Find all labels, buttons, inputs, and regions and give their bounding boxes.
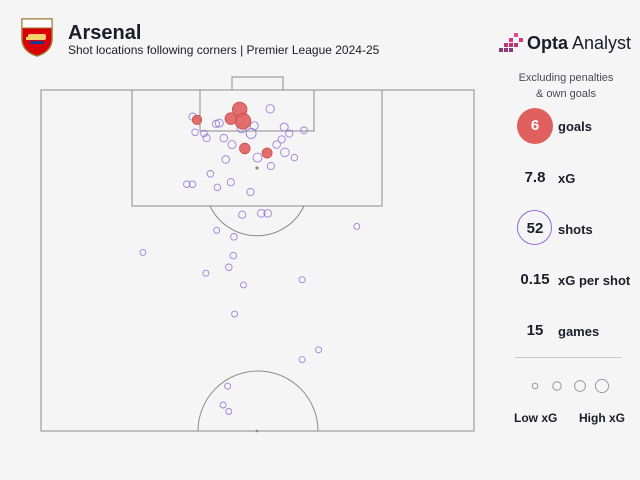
shot-point	[219, 133, 229, 143]
shot-point	[277, 135, 286, 144]
shot-point	[315, 346, 323, 354]
pitch-chart	[40, 76, 475, 433]
shots-value: 52	[526, 220, 544, 237]
shot-point	[139, 248, 147, 256]
page-title: Arsenal	[68, 22, 142, 44]
shot-point	[240, 281, 247, 289]
shot-point	[238, 210, 247, 219]
shot-point	[183, 180, 191, 188]
shot-point	[230, 233, 238, 241]
legend-circle-xs	[531, 382, 539, 390]
legend-high-label: High xG	[579, 411, 626, 425]
shots-badge	[517, 210, 552, 245]
shot-point	[213, 226, 221, 234]
six-yard-box	[199, 89, 315, 132]
shot-point	[266, 161, 275, 171]
legend-circle-l	[594, 378, 610, 394]
games-value: 15	[526, 322, 544, 339]
games-label: games	[558, 324, 600, 339]
shot-point	[188, 180, 197, 188]
legend-low-label: Low xG	[514, 411, 558, 425]
page-subtitle: Shot locations following corners | Premi…	[68, 43, 380, 57]
shot-point	[285, 129, 294, 138]
opta-analyst-logo-icon	[499, 33, 523, 52]
shot-point	[213, 183, 222, 192]
shot-point	[252, 152, 263, 163]
xg-value: 7.8	[524, 169, 546, 186]
goal-point	[224, 112, 238, 125]
penalty-area	[131, 89, 383, 207]
shot-point	[257, 209, 266, 218]
shot-point	[225, 408, 233, 415]
penalty-arc	[209, 205, 305, 237]
shot-point	[280, 147, 290, 158]
shot-point	[290, 153, 299, 162]
goal	[231, 76, 284, 91]
pitch-outline	[40, 89, 475, 432]
note-line-2: & own goals	[536, 88, 596, 100]
goals-value: 6	[530, 117, 540, 134]
shot-point	[263, 209, 272, 218]
shot-point	[202, 134, 211, 143]
shot-point	[298, 356, 306, 364]
shot-point	[231, 310, 239, 318]
shot-point	[200, 129, 208, 138]
goal-point	[239, 142, 251, 155]
shot-point	[229, 251, 238, 260]
shots-label: shots	[558, 222, 593, 237]
shot-point	[206, 170, 215, 178]
centre-spot	[255, 429, 259, 433]
shot-point	[279, 122, 289, 132]
penalty-spot	[255, 166, 259, 170]
shot-point	[226, 178, 235, 187]
shot-point	[300, 126, 308, 135]
goals-badge	[517, 108, 553, 144]
sidebar-divider	[515, 357, 622, 358]
goal-point	[261, 147, 273, 159]
shot-point	[191, 128, 199, 136]
shot-point	[202, 269, 210, 277]
shot-point	[221, 155, 230, 164]
shot-point	[265, 104, 275, 114]
shot-point	[249, 121, 259, 131]
shot-point	[272, 140, 281, 149]
goal-point	[191, 114, 203, 126]
shot-point	[214, 118, 224, 128]
brand-name: Opta Analyst	[527, 33, 632, 53]
centre-circle	[197, 370, 319, 432]
shot-point	[219, 401, 227, 409]
shot-point	[212, 119, 221, 128]
xg-per-shot-label: xG per shot	[558, 273, 631, 288]
shot-point	[225, 263, 233, 272]
pitch-markings	[40, 76, 475, 432]
goals-label: goals	[558, 119, 592, 134]
xg-label: xG	[558, 171, 576, 186]
shots-layer	[139, 101, 361, 415]
shot-point	[298, 276, 306, 284]
arsenal-crest-icon	[21, 18, 53, 57]
shot-point	[224, 382, 232, 390]
legend-circle-s	[552, 381, 562, 391]
shot-point	[246, 187, 255, 197]
goal-point	[234, 112, 252, 130]
xg-size-legend	[531, 378, 610, 394]
shot-point	[227, 140, 237, 150]
note-line-1: Excluding penalties	[518, 72, 614, 84]
legend-circle-m	[574, 380, 586, 392]
xg-per-shot-value: 0.15	[520, 271, 550, 288]
shot-point	[353, 222, 361, 230]
